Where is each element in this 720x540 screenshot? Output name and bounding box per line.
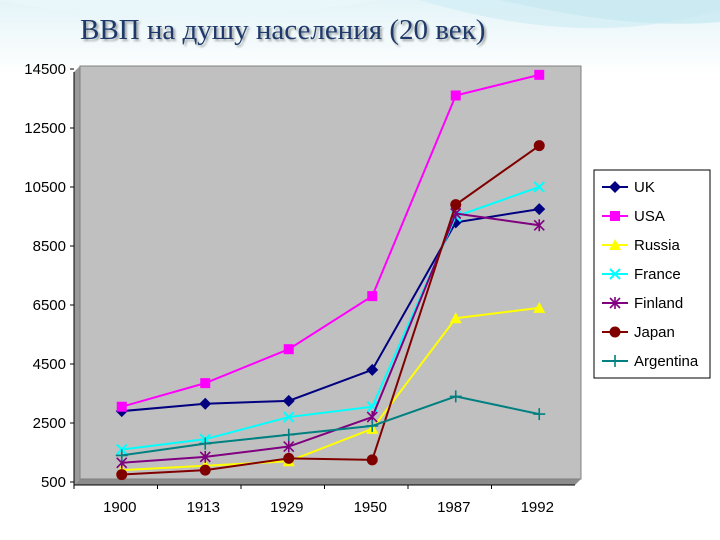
legend-marker-finland — [609, 297, 621, 309]
y-tick-label: 4500 — [33, 356, 66, 373]
legend-marker-france — [609, 268, 621, 280]
x-tick-label: 1987 — [437, 499, 470, 516]
data-point-usa — [450, 90, 461, 101]
plot-area-side-wall — [74, 66, 80, 485]
data-point-argentina — [282, 428, 295, 441]
data-point-japan — [283, 452, 295, 464]
header-wave-decoration — [0, 0, 720, 29]
data-point-uk — [199, 397, 212, 410]
legend-label-usa: USA — [634, 208, 665, 225]
y-tick-label: 2500 — [33, 415, 66, 432]
data-point-france — [283, 411, 295, 423]
series-line-japan — [121, 144, 540, 476]
data-point-finland — [533, 219, 545, 232]
slide-header-band — [0, 0, 720, 75]
legend-marker-russia — [609, 239, 621, 250]
slide-title: ВВП на душу населения (20 век) — [80, 14, 486, 46]
x-tick-label: 1950 — [354, 499, 387, 516]
series-line-russia — [121, 306, 540, 472]
x-tick-label: 1900 — [103, 499, 136, 516]
legend-label-russia: Russia — [634, 237, 681, 254]
data-point-argentina — [366, 419, 379, 432]
data-point-argentina — [533, 408, 546, 421]
legend-label-uk: UK — [634, 179, 655, 196]
data-point-japan — [366, 454, 378, 466]
data-point-usa — [283, 344, 294, 355]
data-point-japan — [199, 464, 211, 476]
data-point-japan — [533, 140, 545, 152]
series-line-usa — [121, 73, 540, 408]
x-tick-label: 1913 — [187, 499, 220, 516]
legend-label-france: France — [634, 266, 681, 283]
data-point-uk — [366, 363, 379, 376]
data-point-russia — [449, 312, 462, 324]
data-point-usa — [367, 291, 378, 302]
y-tick-label: 6500 — [33, 297, 66, 314]
data-point-uk — [282, 394, 295, 407]
y-tick-label: 8500 — [33, 238, 66, 255]
series-line-argentina — [121, 395, 540, 457]
data-point-finland — [199, 450, 211, 463]
legend-label-finland: Finland — [634, 295, 683, 312]
y-tick-label: 10500 — [24, 179, 66, 196]
data-point-france — [533, 181, 545, 193]
y-tick-label: 14500 — [24, 61, 66, 78]
data-point-usa — [534, 69, 545, 80]
plot-area — [79, 65, 582, 480]
data-point-usa — [116, 401, 127, 412]
plot-area-floor — [74, 479, 581, 485]
data-point-usa — [200, 378, 211, 389]
legend-label-japan: Japan — [634, 324, 675, 341]
series-line-uk — [121, 208, 540, 413]
x-tick-label: 1929 — [270, 499, 303, 516]
series-line-finland — [121, 212, 540, 464]
legend-marker-uk — [609, 181, 621, 193]
legend-label-argentina: Argentina — [634, 353, 699, 370]
y-tick-label: 12500 — [24, 120, 66, 137]
data-point-uk — [533, 203, 546, 216]
legend-marker-usa — [610, 211, 620, 221]
series-line-france — [121, 186, 540, 451]
data-point-russia — [533, 301, 546, 313]
data-point-argentina — [199, 437, 212, 450]
x-tick-label: 1992 — [521, 499, 554, 516]
y-tick-label: 500 — [41, 474, 66, 491]
data-point-finland — [283, 440, 295, 453]
data-point-argentina — [115, 449, 128, 462]
legend-marker-japan — [609, 326, 621, 338]
data-point-japan — [116, 469, 128, 481]
data-point-argentina — [449, 390, 462, 403]
legend-marker-argentina — [609, 355, 621, 367]
data-point-japan — [450, 199, 462, 211]
